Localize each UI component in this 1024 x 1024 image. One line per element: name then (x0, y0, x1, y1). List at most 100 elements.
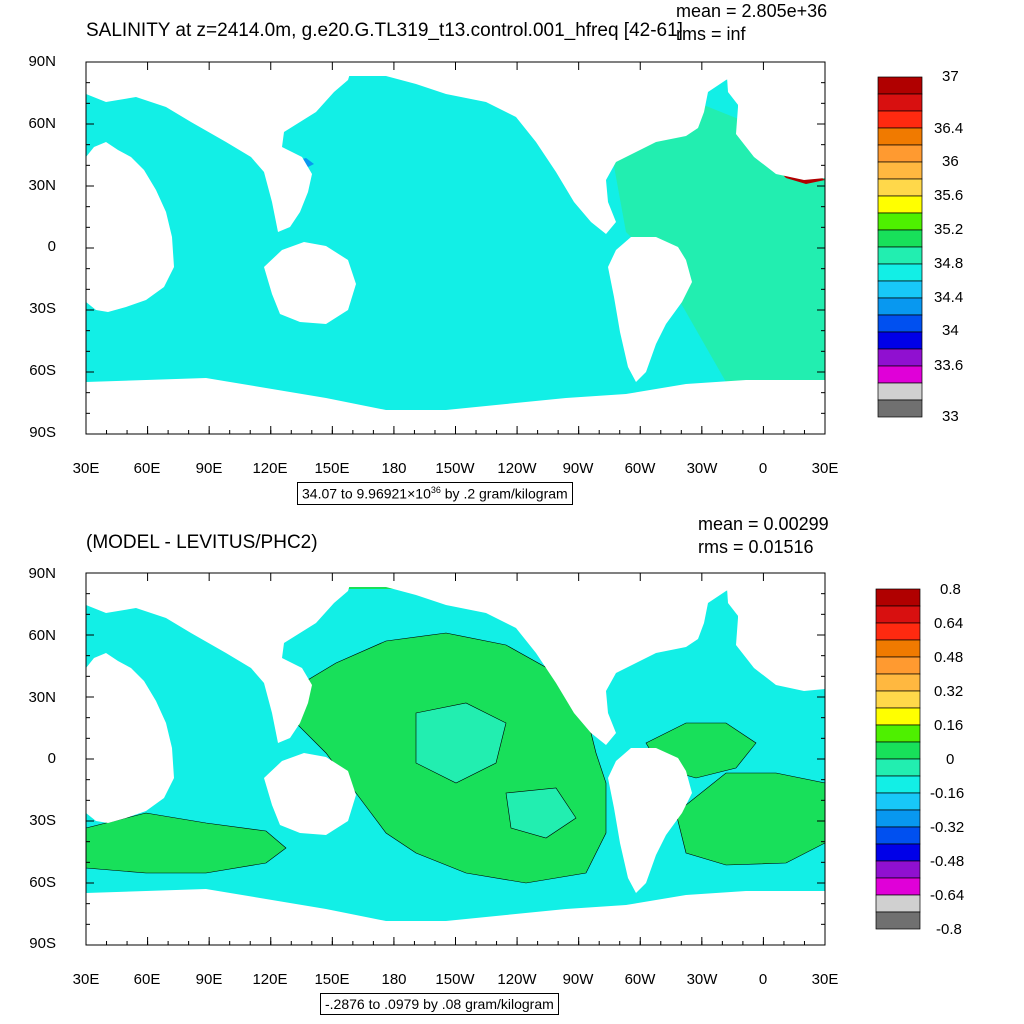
bottom-lat-label-60s: 60S (29, 874, 56, 891)
bottom-lon-label-150w: 150W (435, 971, 475, 988)
panel_top-land-northAmerica (386, 62, 746, 234)
top-lat-label-30s: 30S (29, 300, 56, 317)
bottom-lon-label-90e: 90E (195, 971, 223, 988)
panel_top-colorbar-swatch (877, 93, 923, 112)
panel_bottom-colorbar-swatch (875, 622, 921, 641)
bottom-lon-label-30w: 30W (686, 971, 718, 988)
panel_top-colorbar-swatch (877, 382, 923, 401)
bottom-lon-label-150e: 150E (314, 971, 350, 988)
panel_bottom-colorbar-swatch (875, 826, 921, 845)
panel_top-land-asia (86, 62, 352, 232)
panel_bottom-colorbar-swatch (875, 911, 921, 930)
bottom-lat-label-30s: 30S (29, 812, 56, 829)
bottom-colorbar-label-m0-16: -0.16 (930, 785, 965, 802)
top-lat-label-60s: 60S (29, 362, 56, 379)
panel_top-colorbar-swatch (877, 280, 923, 299)
bottom-mean-text: mean = 0.00299 (698, 514, 829, 534)
top-lon-label-30e: 30E (72, 460, 100, 477)
top-colorbar-label-34-4: 34.4 (934, 289, 964, 306)
bottom-lon-label-90w: 90W (562, 971, 594, 988)
panel_top-colorbar-swatch (877, 314, 923, 333)
panel_bottom-land-australia (264, 753, 356, 835)
bottom-lon-label-30e: 30E (72, 971, 100, 988)
bottom-south-pacific-teal-pocket (505, 787, 577, 839)
top-colorbar-label-35-2: 35.2 (934, 221, 964, 238)
panel_top-colorbar-swatch (877, 110, 923, 129)
panel_bottom-land-africa (86, 653, 174, 823)
top-plot-title: SALINITY at z=2414.0m, g.e20.G.TL319_t13… (86, 20, 683, 41)
top-atlantic-salinity-region (606, 102, 825, 382)
bottom-pacific-teal-pocket (415, 702, 507, 784)
bottom-colorbar-label-0-48: 0.48 (934, 649, 964, 666)
top-colorbar-label-36-4: 36.4 (934, 120, 964, 137)
panel_bottom-colorbar-swatch (875, 656, 921, 675)
top-lon-label-60w: 60W (624, 460, 656, 477)
panel_top-colorbar-swatch (877, 161, 923, 180)
bottom-colorbar-label-m0-32: -0.32 (930, 819, 965, 836)
panel_bottom-colorbar-swatch (875, 605, 921, 624)
bottom-colorbar-label-m0-48: -0.48 (930, 853, 965, 870)
bottom-contour-info: -.2876 to .0979 by .08 gram/kilogram (325, 996, 554, 1012)
bottom-lon-label-0: 0 (758, 971, 768, 988)
panel_bottom-colorbar-swatch (875, 724, 921, 743)
bottom-colorbar-label-m0-8: -0.8 (936, 921, 962, 938)
top-lat-label-90n: 90N (28, 53, 56, 70)
bottom-indian-green-region (85, 812, 287, 874)
panel_bottom-colorbar-swatch (875, 877, 921, 896)
panel_top-colorbar-swatch (877, 195, 923, 214)
top-colorbar-label-36: 36 (942, 153, 959, 170)
panel_top-land-africa (86, 142, 174, 312)
bottom-lon-label-120w: 120W (497, 971, 537, 988)
panel_top-colorbar-swatch (877, 246, 923, 265)
top-contour-info-times: ×10 (407, 485, 431, 502)
top-rms-text: rms = inf (676, 24, 746, 44)
panel_bottom-colorbar-swatch (875, 860, 921, 879)
bottom-colorbar-label-0-32: 0.32 (934, 683, 964, 700)
panel_top-colorbar-swatch (877, 331, 923, 350)
top-colorbar-label-33-6: 33.6 (934, 357, 964, 374)
bottom-lon-label-120e: 120E (252, 971, 288, 988)
top-contour-info-exponent: 36 (430, 485, 441, 495)
panel_top-colorbar-swatch (877, 127, 923, 146)
panel_bottom-colorbar-swatch (875, 741, 921, 760)
top-lon-label-60e: 60E (133, 460, 161, 477)
panel_bottom-colorbar-swatch (875, 792, 921, 811)
panel_top-colorbar-swatch (877, 399, 923, 418)
panel_bottom-colorbar-swatch (875, 775, 921, 794)
panel_top-map-group (85, 61, 826, 435)
panel_top-colorbar-swatch (877, 297, 923, 316)
panel_top-colorbar-swatch (877, 263, 923, 282)
bottom-plot-title: (MODEL - LEVITUS/PHC2) (86, 532, 318, 553)
bottom-lat-label-30n: 30N (28, 689, 56, 706)
top-lon-label-150e: 150E (314, 460, 350, 477)
panel_bottom-colorbar-swatch (875, 639, 921, 658)
top-colorbar-label-33: 33 (942, 408, 959, 425)
bottom-rms-text: rms = 0.01516 (698, 537, 814, 557)
bottom-colorbar-label-0-64: 0.64 (934, 615, 964, 632)
panel_top-colorbar-swatch (877, 144, 923, 163)
panel_top-colorbar-swatch (877, 178, 923, 197)
bottom-colorbar-label-0-8: 0.8 (940, 581, 961, 598)
top-lat-label-90s: 90S (29, 424, 56, 441)
bottom-colorbar-label-m0-64: -0.64 (930, 887, 965, 904)
panel_bottom-land-southAmerica (608, 748, 692, 893)
bottom-lat-label-0: 0 (47, 750, 56, 767)
panel_top-land-antarctica (86, 378, 825, 434)
panel_bottom-colorbar-swatch (875, 690, 921, 709)
top-lon-label-180: 180 (381, 460, 407, 477)
top-lat-label-30n: 30N (28, 177, 56, 194)
panel_bottom-colorbar-swatch (875, 707, 921, 726)
top-lon-label-90e: 90E (195, 460, 223, 477)
bottom-colorbar-label-0: 0 (946, 751, 955, 768)
top-mean-text: mean = 2.805e+36 (676, 1, 828, 21)
panel_bottom-colorbar-swatch (875, 843, 921, 862)
bottom-lon-label-30e-right: 30E (811, 971, 839, 988)
top-lon-label-120w: 120W (497, 460, 537, 477)
panel_bottom-land-antarctica (86, 889, 825, 945)
bottom-lat-label-90s: 90S (29, 935, 56, 952)
top-lon-label-150w: 150W (435, 460, 475, 477)
panel_top-land-australia (264, 242, 356, 324)
panel_top-land-southAmerica (608, 237, 692, 382)
panel_bottom-colorbar (875, 588, 921, 930)
